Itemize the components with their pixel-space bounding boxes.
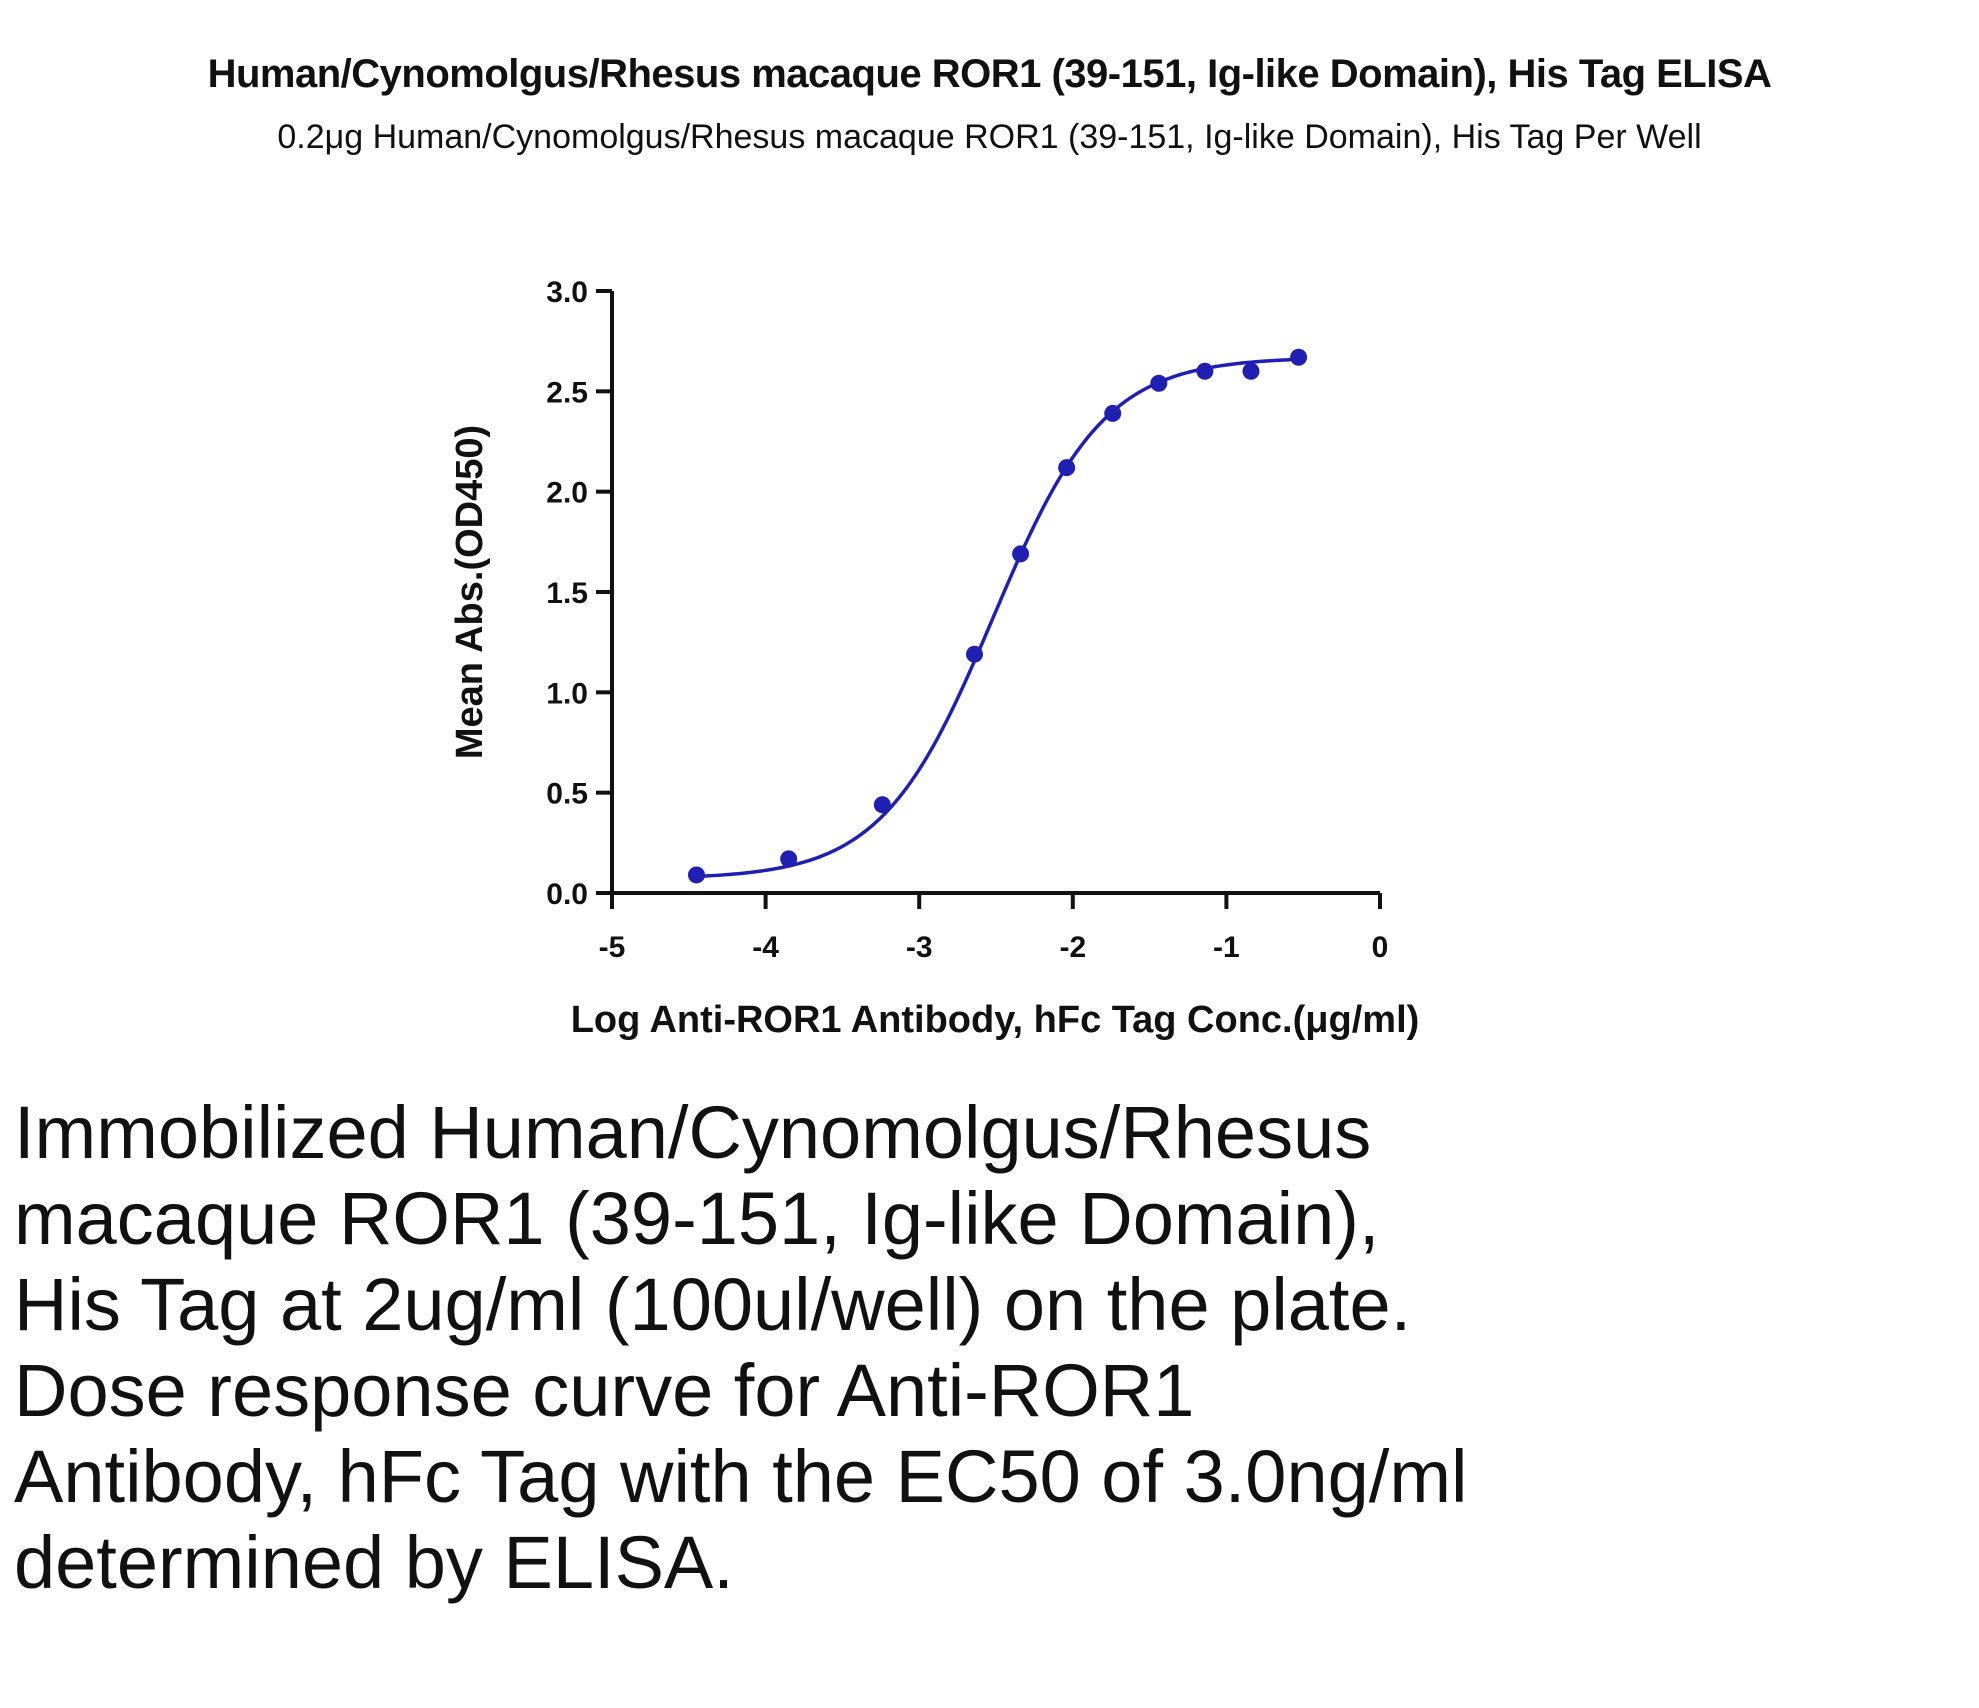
x-tick-label: -2 [1059, 931, 1086, 964]
fit-curve [696, 357, 1299, 879]
y-tick-label: 1.0 [546, 677, 588, 710]
chart-subtitle: 0.2μg Human/Cynomolgus/Rhesus macaque RO… [277, 118, 1702, 156]
data-point [1242, 362, 1260, 380]
data-point [873, 796, 891, 814]
data-point [1058, 459, 1076, 477]
data-point [965, 645, 983, 663]
chart-title: Human/Cynomolgus/Rhesus macaque ROR1 (39… [207, 52, 1772, 96]
x-tick-label: 0 [1372, 931, 1389, 964]
data-point [1150, 374, 1168, 392]
chart: 0.0 0.5 1.0 1.5 2.0 2.5 3.0 -5 -4 -3 -2 -1 0 Mean Ab… [449, 276, 1420, 1041]
data-point [1196, 362, 1214, 380]
x-tick-label: -1 [1213, 931, 1240, 964]
data-points-layer [687, 348, 1308, 884]
y-tick-label: 2.5 [546, 376, 588, 409]
data-point [1290, 348, 1308, 366]
x-tick-label: -3 [906, 931, 933, 964]
fit-curve-layer [696, 357, 1299, 879]
y-axis-title: Mean Abs.(OD450) [449, 425, 491, 759]
x-tick-label: -4 [752, 931, 779, 964]
y-tick-label: 0.0 [546, 878, 588, 911]
y-tick-label: 2.0 [546, 477, 588, 510]
axes: 0.0 0.5 1.0 1.5 2.0 2.5 3.0 -5 -4 -3 -2 -1 0 [546, 276, 1388, 964]
y-tick-label: 1.5 [546, 577, 588, 610]
x-axis-title: Log Anti-ROR1 Antibody, hFc Tag Conc.(μg… [571, 999, 1420, 1041]
data-point [780, 850, 798, 868]
x-tick-label: -5 [599, 931, 626, 964]
data-point [1104, 404, 1122, 422]
figure-caption: Immobilized Human/Cynomolgus/Rhesus maca… [14, 1091, 1468, 1604]
y-tick-label: 0.5 [546, 778, 588, 811]
data-point [687, 866, 705, 884]
y-tick-label: 3.0 [546, 276, 588, 309]
data-point [1012, 545, 1030, 563]
